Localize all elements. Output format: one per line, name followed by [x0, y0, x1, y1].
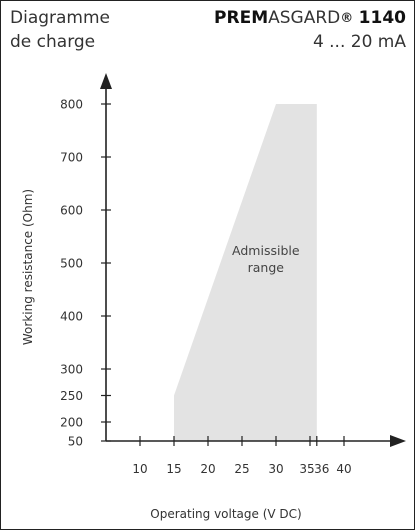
brand-prefix: PREM	[214, 8, 269, 28]
product-heading: PREMASGARD® 1140 4 ... 20 mA	[214, 6, 406, 54]
x-axis-arrow	[390, 435, 406, 447]
x-tick-label: 40	[336, 462, 351, 476]
admissible-region	[174, 104, 317, 441]
model-number: 1140	[358, 8, 406, 28]
y-tick-label: 700	[60, 151, 83, 165]
heading-line-1: Diagramme	[10, 8, 111, 28]
y-tick-label: 300	[60, 363, 83, 377]
region-layer	[174, 104, 317, 441]
x-axis-title: Operating voltage (V DC)	[150, 507, 301, 521]
x-tick-label: 35	[299, 462, 314, 476]
y-tick-label: 250	[60, 389, 83, 403]
region-label-line-2: range	[248, 260, 285, 275]
product-name: PREMASGARD® 1140	[214, 6, 406, 30]
brand-name: ASGARD	[268, 8, 341, 28]
y-tick-label: 400	[60, 310, 83, 324]
y-axis-arrow	[100, 73, 112, 89]
chart-heading: Diagramme de charge	[10, 6, 110, 54]
x-tick-label: 25	[234, 462, 249, 476]
x-tick-label: 10	[132, 462, 147, 476]
y-tick-label: 200	[60, 416, 83, 430]
y-tick-label: 500	[60, 257, 83, 271]
registered-mark: ®	[340, 11, 354, 26]
ticks-layer	[101, 103, 345, 446]
y-tick-label: 600	[60, 204, 83, 218]
x-tick-label: 30	[268, 462, 283, 476]
heading-line-2: de charge	[10, 32, 96, 52]
y-tick-label: 50	[68, 435, 83, 449]
signal-range: 4 ... 20 mA	[312, 32, 406, 52]
labels-layer: Admissible range 10 15 20 25 30 35 36 40 50 200 250 3…	[21, 98, 352, 522]
region-label-line-1: Admissible	[232, 243, 300, 258]
y-tick-label: 800	[60, 98, 83, 112]
x-tick-label: 20	[200, 462, 215, 476]
x-tick-label: 15	[166, 462, 181, 476]
y-axis-title: Working resistance (Ohm)	[21, 189, 35, 345]
x-tick-label: 36	[314, 462, 329, 476]
